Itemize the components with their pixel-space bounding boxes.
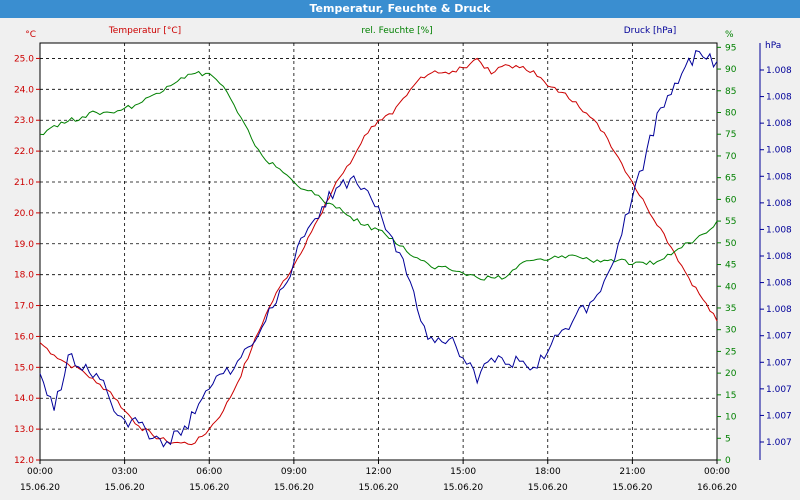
humidity-tick-label: 90 <box>725 65 737 75</box>
pressure-tick-label: 1.008 <box>766 225 792 235</box>
x-tick-date: 15.06.20 <box>612 483 652 493</box>
x-tick-date: 16.06.20 <box>697 483 737 493</box>
humidity-tick-label: 15 <box>725 391 736 401</box>
temperature-tick-label: 20.0 <box>14 209 34 219</box>
pressure-tick-label: 1.008 <box>766 305 792 315</box>
humidity-tick-label: 25 <box>725 347 736 357</box>
chart-title: Temperatur, Feuchte & Druck <box>0 0 800 18</box>
temperature-tick-label: 14.0 <box>14 394 34 404</box>
pressure-tick-label: 1.007 <box>766 438 792 448</box>
humidity-tick-label: 30 <box>725 326 737 336</box>
pressure-tick-label: 1.007 <box>766 358 792 368</box>
temperature-tick-label: 12.0 <box>14 456 34 466</box>
humidity-tick-label: 95 <box>725 43 736 53</box>
temperature-axis-label: Temperatur [°C] <box>108 26 181 36</box>
pressure-axis-label: Druck [hPa] <box>624 26 677 36</box>
pressure-tick-label: 1.008 <box>766 119 792 129</box>
x-tick-time: 18:00 <box>535 467 561 477</box>
x-tick-date: 15.06.20 <box>20 483 60 493</box>
pressure-unit: hPa <box>765 41 781 51</box>
x-tick-time: 06:00 <box>196 467 222 477</box>
humidity-tick-label: 0 <box>725 456 731 466</box>
humidity-series-line <box>39 70 718 281</box>
temperature-tick-label: 17.0 <box>14 302 34 312</box>
pressure-tick-label: 1.008 <box>766 66 792 76</box>
x-tick-time: 15:00 <box>450 467 476 477</box>
x-tick-date: 15.06.20 <box>189 483 229 493</box>
humidity-tick-label: 5 <box>725 434 731 444</box>
x-tick-time: 00:00 <box>704 467 730 477</box>
humidity-unit: % <box>725 30 734 40</box>
humidity-tick-label: 10 <box>725 413 737 423</box>
chart-area: 12.0 13.0 14.0 15.0 16.0 17.0 18.0 19.0 20.0 21.0… <box>14 26 792 493</box>
pressure-series-line <box>39 49 718 448</box>
temperature-tick-label: 21.0 <box>14 178 34 188</box>
x-tick-time: 09:00 <box>281 467 307 477</box>
humidity-tick-label: 40 <box>725 282 737 292</box>
pressure-tick-label: 1.008 <box>766 93 792 103</box>
temperature-series-line <box>39 57 718 446</box>
humidity-tick-label: 65 <box>725 174 736 184</box>
humidity-tick-label: 50 <box>725 239 737 249</box>
x-tick-date: 15.06.20 <box>443 483 483 493</box>
temperature-tick-label: 23.0 <box>14 116 34 126</box>
x-tick-date: 15.06.20 <box>358 483 398 493</box>
temperature-tick-label: 18.0 <box>14 271 34 281</box>
humidity-tick-label: 55 <box>725 217 736 227</box>
humidity-tick-label: 70 <box>725 152 737 162</box>
x-tick-date: 15.06.20 <box>105 483 145 493</box>
x-tick-time: 00:00 <box>27 467 53 477</box>
pressure-tick-label: 1.007 <box>766 411 792 421</box>
humidity-tick-label: 20 <box>725 369 737 379</box>
pressure-tick-label: 1.008 <box>766 279 792 289</box>
humidity-tick-label: 80 <box>725 109 737 119</box>
temperature-tick-label: 24.0 <box>14 85 34 95</box>
pressure-tick-label: 1.008 <box>766 146 792 156</box>
temperature-tick-label: 16.0 <box>14 332 34 342</box>
x-tick-time: 12:00 <box>366 467 392 477</box>
x-tick-time: 21:00 <box>619 467 645 477</box>
humidity-tick-label: 45 <box>725 261 736 271</box>
humidity-tick-label: 35 <box>725 304 736 314</box>
temperature-tick-label: 15.0 <box>14 363 34 373</box>
pressure-tick-label: 1.008 <box>766 172 792 182</box>
x-tick-time: 03:00 <box>112 467 138 477</box>
pressure-tick-label: 1.008 <box>766 199 792 209</box>
temperature-tick-label: 22.0 <box>14 147 34 157</box>
x-tick-date: 15.06.20 <box>528 483 568 493</box>
x-tick-date: 15.06.20 <box>274 483 314 493</box>
humidity-tick-label: 60 <box>725 195 737 205</box>
temperature-tick-label: 25.0 <box>14 54 34 64</box>
pressure-tick-label: 1.008 <box>766 252 792 262</box>
temperature-tick-label: 19.0 <box>14 240 34 250</box>
pressure-tick-label: 1.007 <box>766 332 792 342</box>
temperature-unit: °C <box>25 30 36 40</box>
humidity-tick-label: 85 <box>725 87 736 97</box>
temperature-tick-label: 13.0 <box>14 425 34 435</box>
humidity-tick-label: 75 <box>725 130 736 140</box>
pressure-tick-label: 1.007 <box>766 385 792 395</box>
plot-background <box>39 42 718 461</box>
humidity-axis-label: rel. Feuchte [%] <box>361 26 432 36</box>
